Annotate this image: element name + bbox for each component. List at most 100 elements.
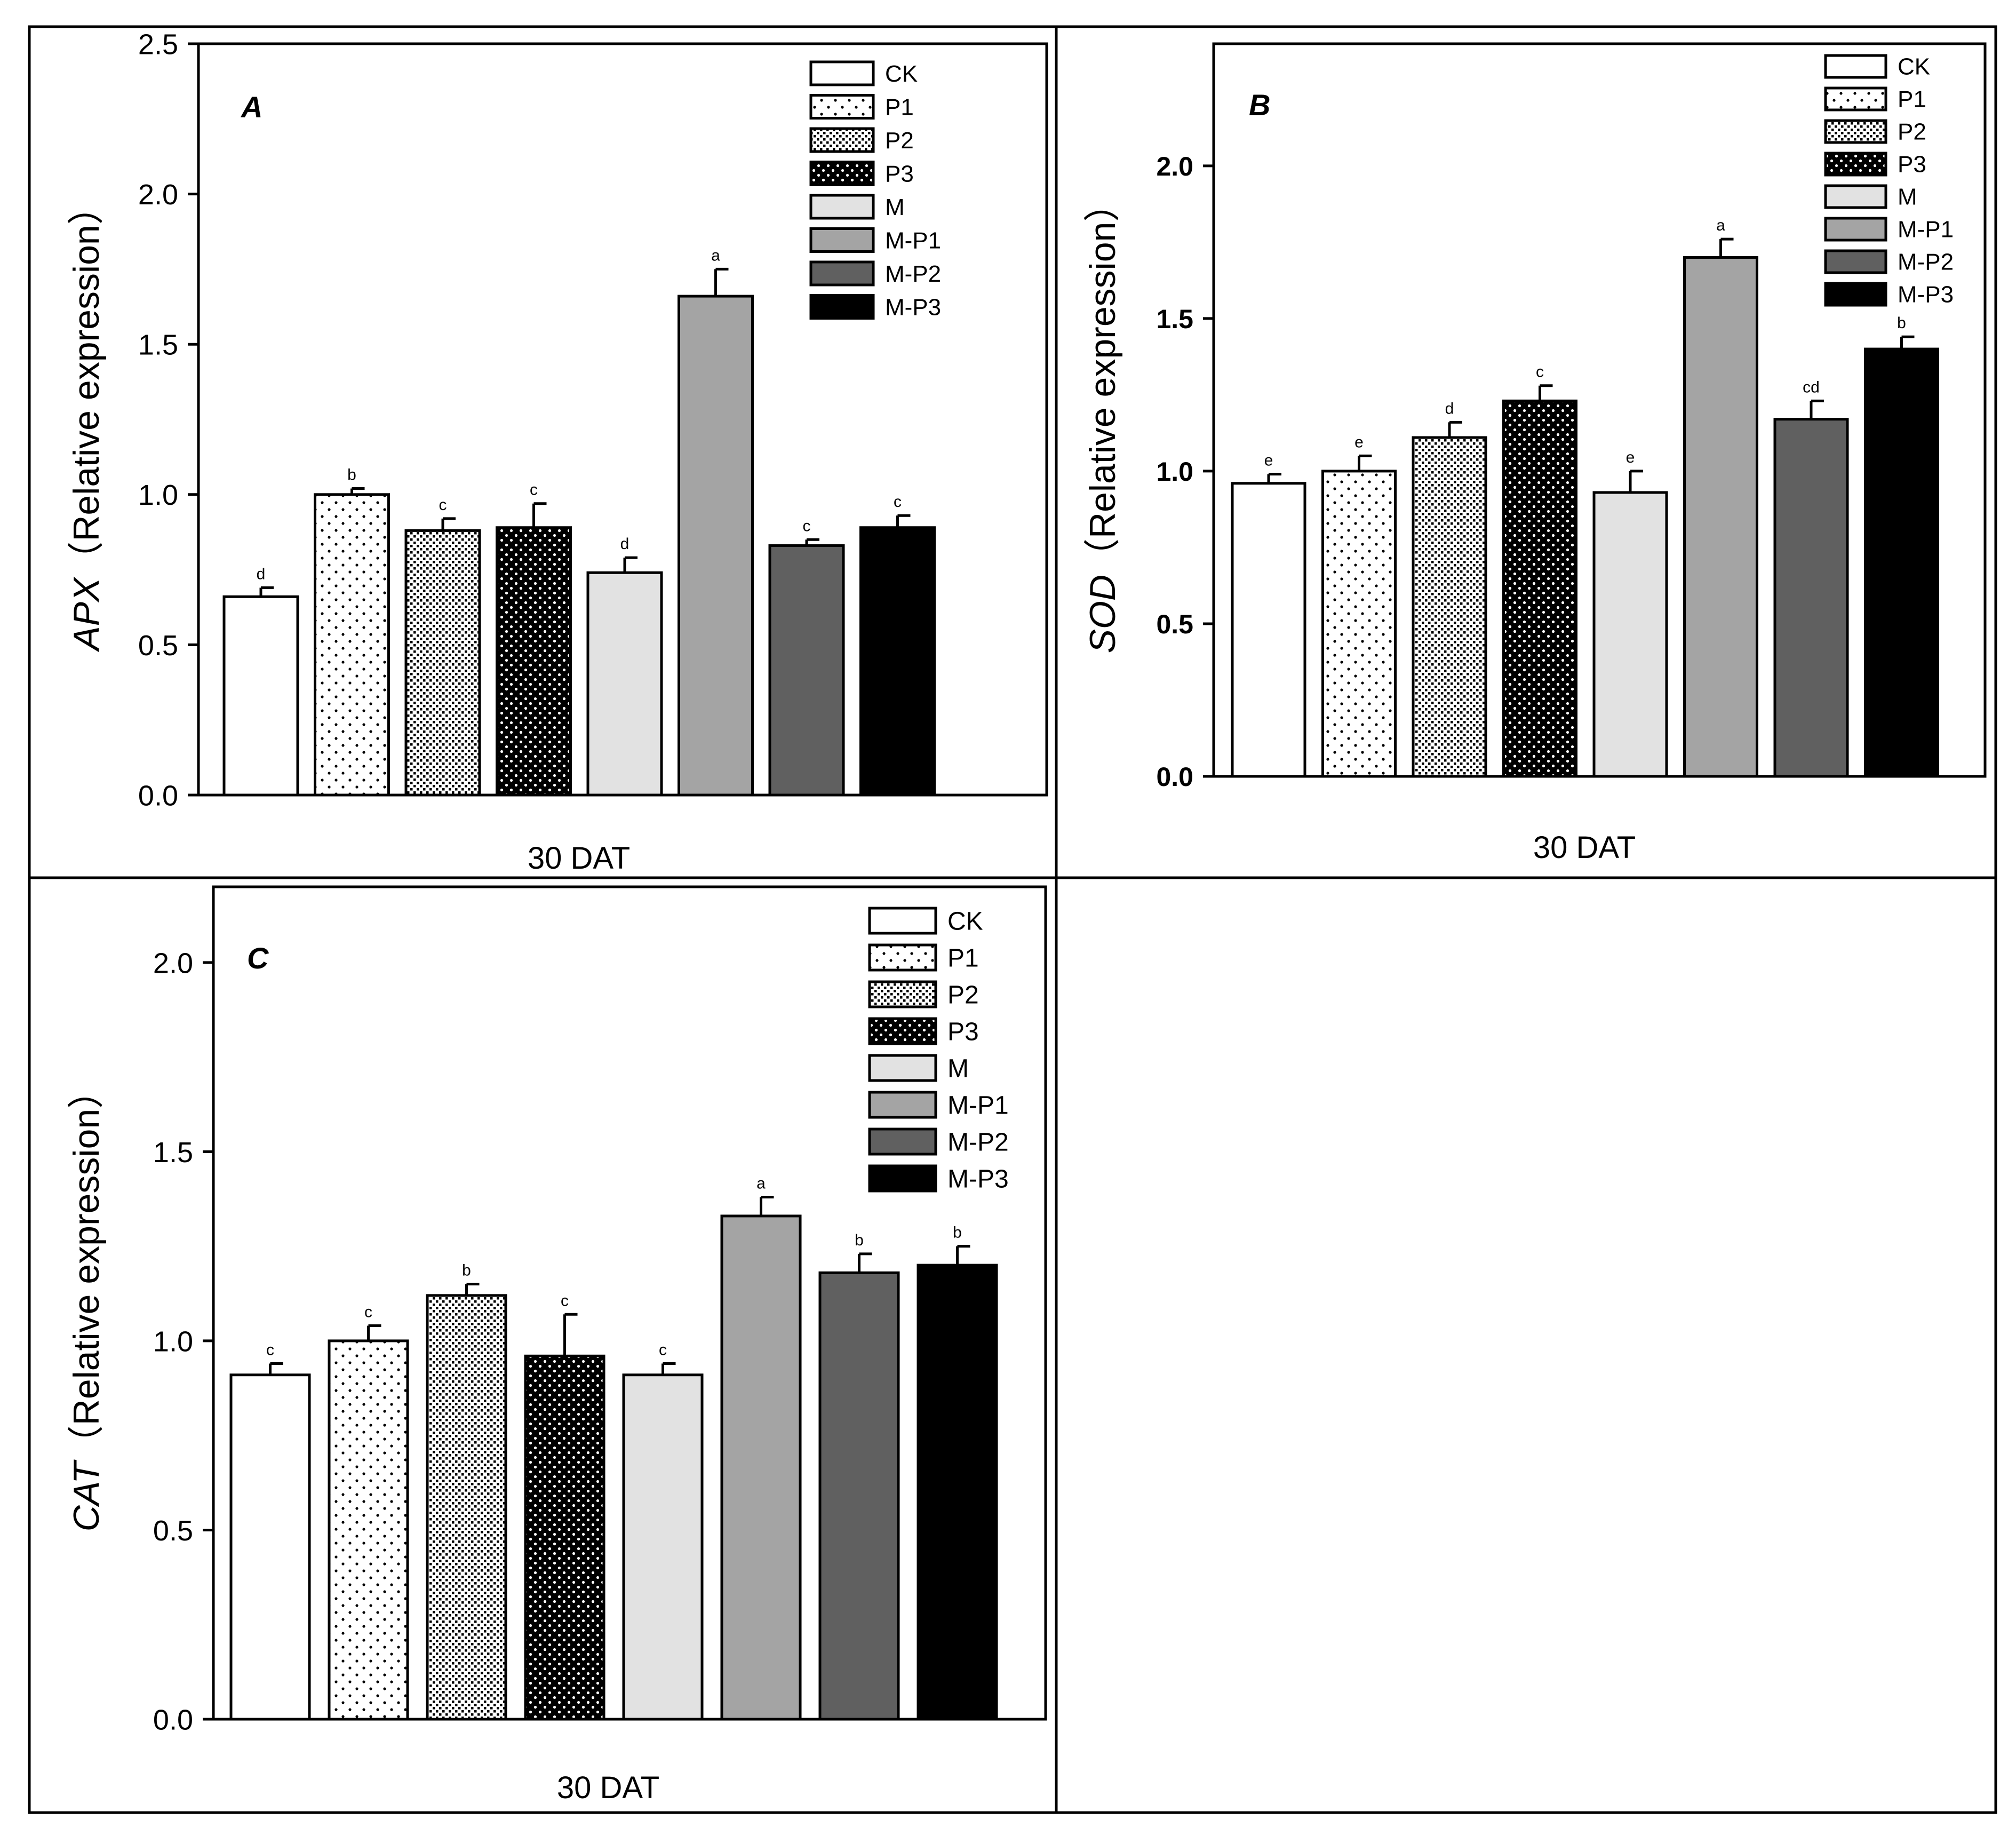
- legend-label-ck: CK: [885, 61, 918, 87]
- legend-label-m-p2: M-P2: [885, 261, 941, 287]
- legend-label-m-p3: M-P3: [947, 1165, 1009, 1193]
- legend-label-ck: CK: [1898, 53, 1930, 80]
- significance-letter-m-p2: cd: [1803, 378, 1820, 396]
- significance-letter-ck: d: [257, 565, 266, 583]
- y-axis-label-b: SOD（Relative expression）: [1082, 186, 1123, 654]
- legend-swatch-m-p2: [868, 1127, 937, 1156]
- legend-swatch-m: [1824, 184, 1887, 209]
- bar-p3: [1502, 399, 1577, 778]
- significance-letter-p1: c: [364, 1304, 372, 1321]
- y-tick-label-b: 1.5: [1156, 304, 1193, 334]
- bar-m: [622, 1373, 704, 1721]
- bar-p2: [1412, 436, 1487, 778]
- legend-swatch-p1: [809, 94, 875, 120]
- y-axis-label-c: CAT（Relative expression）: [66, 1073, 107, 1531]
- legend-swatch-p1: [1824, 86, 1887, 112]
- bars-a: d b c c d a c c: [222, 247, 936, 797]
- y-axis-label-a: APX（Relative expression）: [66, 188, 107, 653]
- panel-label-c: C: [247, 941, 269, 975]
- figure-outer-frame: [28, 25, 1997, 1814]
- y-tick-label-a: 2.5: [138, 28, 178, 60]
- legend-a: CK P1 P2 P3 M M-P1 M-P2 M-P3: [809, 60, 941, 320]
- significance-letter-m: c: [659, 1341, 667, 1359]
- x-axis-label-c: 30 DAT: [557, 1770, 659, 1805]
- y-tick-label-b: 0.5: [1156, 609, 1193, 639]
- bar-m-p2: [768, 544, 845, 797]
- y-tick-label-b: 2.0: [1156, 152, 1193, 181]
- y-tick-label-a: 2.0: [138, 179, 178, 211]
- legend-swatch-m-p1: [868, 1091, 937, 1119]
- legend-label-m-p1: M-P1: [947, 1091, 1009, 1119]
- legend-swatch-m: [809, 194, 875, 220]
- legend-label-p1: P1: [1898, 86, 1926, 112]
- bar-p3: [496, 526, 572, 797]
- legend-label-m-p3: M-P3: [1898, 281, 1954, 307]
- y-axis-unit-c: （Relative expression）: [66, 1073, 107, 1461]
- legend-label-m: M: [885, 194, 905, 220]
- significance-letter-m-p1: a: [711, 247, 720, 264]
- panel-c: 0.0 0.5 1.0 1.5 2.0 c c b c c a b b CK P1 P2 P3 M M-P1 M-…: [66, 885, 1047, 1805]
- significance-letter-p2: c: [439, 496, 447, 514]
- bar-p1: [1321, 470, 1397, 778]
- panel-label-b: B: [1249, 88, 1270, 122]
- y-axis-unit-b: （Relative expression）: [1082, 186, 1123, 575]
- bar-m: [1592, 491, 1668, 778]
- legend-swatch-m-p3: [809, 294, 875, 320]
- legend-swatch-ck: [1824, 54, 1887, 79]
- legend-label-m: M: [1898, 184, 1917, 210]
- significance-letter-ck: e: [1264, 452, 1273, 470]
- legend-swatch-p3: [868, 1017, 937, 1045]
- x-axis-label-a: 30 DAT: [528, 841, 630, 876]
- bar-p1: [314, 493, 390, 797]
- legend-swatch-ck: [809, 60, 875, 86]
- bar-ck: [222, 595, 299, 797]
- bar-m-p2: [1773, 418, 1849, 778]
- bar-m-p1: [678, 295, 754, 797]
- y-tick-label-c: 1.5: [153, 1137, 193, 1169]
- legend-label-p1: P1: [885, 94, 914, 120]
- legend-swatch-p1: [868, 943, 937, 972]
- y-tick-label-c: 0.0: [153, 1704, 193, 1736]
- y-axis-gene-b: SOD: [1082, 575, 1123, 653]
- legend-label-p3: P3: [1898, 151, 1926, 177]
- legend-b: CK P1 P2 P3 M M-P1 M-P2 M-P3: [1824, 53, 1954, 307]
- bar-m-p2: [818, 1271, 900, 1721]
- bars-c: c c b c c a b b: [229, 1174, 998, 1721]
- y-axis-unit-a: （Relative expression）: [66, 188, 107, 577]
- significance-letter-p3: c: [1536, 363, 1544, 381]
- y-tick-label-a: 0.0: [138, 780, 178, 812]
- y-tick-label-b: 1.0: [1156, 457, 1193, 487]
- legend-swatch-p3: [1824, 152, 1887, 177]
- legend-label-m-p1: M-P1: [885, 227, 941, 253]
- x-axis-label-b: 30 DAT: [1533, 830, 1636, 865]
- significance-letter-p3: c: [561, 1292, 569, 1309]
- legend-swatch-m-p3: [1824, 282, 1887, 307]
- significance-letter-m-p2: b: [855, 1232, 864, 1249]
- bar-p3: [524, 1354, 605, 1721]
- bar-m: [586, 571, 663, 797]
- bar-m-p3: [917, 1264, 998, 1721]
- significance-letter-m-p3: b: [1897, 314, 1906, 332]
- legend-swatch-p2: [1824, 119, 1887, 144]
- legend-c: CK P1 P2 P3 M M-P1 M-P2 M-P3: [868, 907, 1009, 1193]
- significance-letter-m-p2: c: [803, 517, 811, 535]
- y-tick-label-a: 1.5: [138, 329, 178, 361]
- legend-swatch-m-p2: [809, 260, 875, 287]
- y-tick-label-b: 0.0: [1156, 762, 1193, 792]
- legend-label-p2: P2: [885, 128, 914, 154]
- legend-label-p2: P2: [947, 981, 979, 1009]
- legend-label-p3: P3: [947, 1018, 979, 1046]
- legend-swatch-m: [868, 1054, 937, 1082]
- y-axis-ticks-b: 0.0 0.5 1.0 1.5 2.0: [1156, 152, 1214, 792]
- y-axis-ticks-a: 0.0 0.5 1.0 1.5 2.0 2.5: [138, 28, 198, 812]
- significance-letter-m: e: [1626, 449, 1635, 466]
- significance-letter-p2: b: [462, 1262, 471, 1280]
- significance-letter-m: d: [620, 535, 629, 553]
- bar-m-p3: [1864, 347, 1939, 778]
- legend-label-p2: P2: [1898, 118, 1926, 145]
- bar-m-p3: [859, 526, 936, 797]
- y-axis-gene-c: CAT: [66, 1459, 107, 1531]
- y-tick-label-c: 1.0: [153, 1325, 193, 1357]
- panel-a: 0.0 0.5 1.0 1.5 2.0 2.5 d b c c d a c c CK P1 P2 P3 M M-P…: [66, 28, 1048, 876]
